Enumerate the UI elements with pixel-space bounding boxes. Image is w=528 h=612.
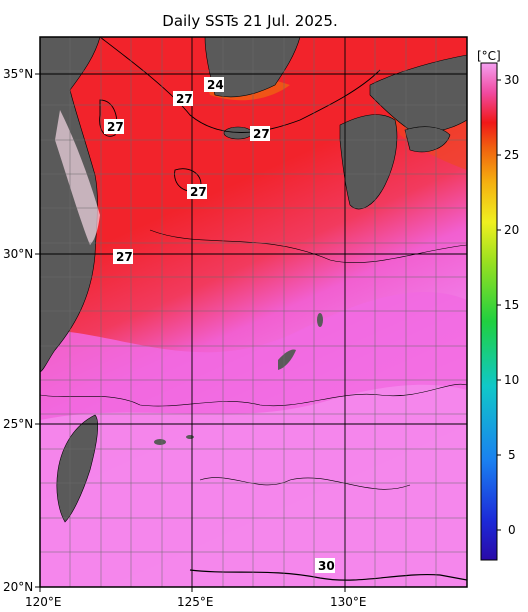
contour-label-group: 24 27 27 27 27 27 30	[104, 77, 335, 573]
lat-label-30n: 30°N	[3, 247, 33, 261]
contour-line	[189, 569, 467, 581]
colorbar-tick-30: 30	[504, 73, 519, 87]
contour-label-27: 27	[107, 120, 124, 134]
colorbar-tick-5: 5	[508, 448, 516, 462]
taiwan-island	[56, 414, 99, 523]
sakishima-island	[154, 439, 166, 445]
lon-label-125e: 125°E	[177, 595, 214, 609]
contour-line	[40, 383, 467, 407]
contour-label-24: 24	[207, 78, 224, 92]
colorbar-ticks	[497, 79, 501, 531]
lat-label-25n: 25°N	[3, 417, 33, 431]
colorbar-tick-0: 0	[508, 523, 516, 537]
frame-ticks	[35, 37, 346, 592]
contour-label-27: 27	[190, 185, 207, 199]
contour-line	[149, 229, 467, 264]
lon-label-120e: 120°E	[25, 595, 62, 609]
amami-island	[317, 313, 323, 327]
contour-line	[99, 37, 381, 133]
jeju-island	[223, 126, 253, 140]
lat-label-35n: 35°N	[3, 67, 33, 81]
colorbar	[480, 62, 498, 561]
lat-label-20n: 20°N	[3, 580, 33, 594]
colorbar-tick-20: 20	[504, 223, 519, 237]
colorbar-tick-10: 10	[504, 373, 519, 387]
lon-label-130e: 130°E	[330, 595, 367, 609]
korea-landmass	[204, 37, 301, 98]
graticule	[40, 37, 467, 587]
major-graticule	[40, 37, 467, 587]
colorbar-unit: [°C]	[477, 49, 501, 63]
warmest-water-region	[40, 384, 467, 587]
colorbar-tick-25: 25	[504, 148, 519, 162]
coastal-water	[55, 110, 100, 245]
contour-label-27: 27	[253, 127, 270, 141]
map-title: Daily SSTs 21 Jul. 2025.	[162, 12, 338, 30]
colorbar-tick-15: 15	[504, 298, 519, 312]
shikoku-landmass	[404, 126, 451, 153]
sakishima-island	[186, 435, 194, 439]
contour-label-30: 30	[318, 559, 335, 573]
okinawa-island	[278, 349, 296, 370]
contour-label-27: 27	[176, 92, 193, 106]
contour-label-27: 27	[116, 250, 133, 264]
